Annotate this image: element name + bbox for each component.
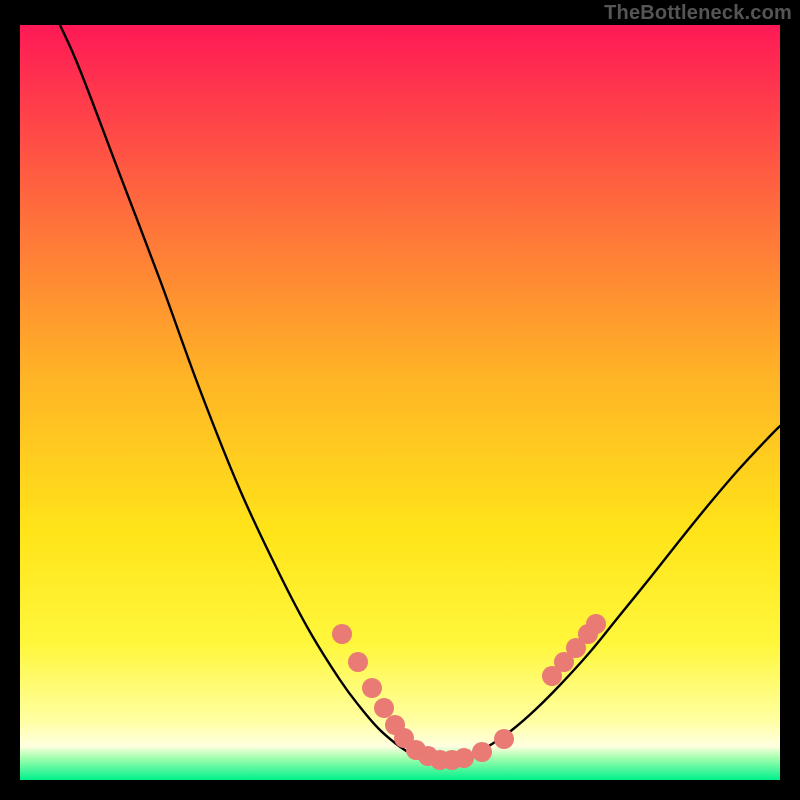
data-marker [374, 698, 394, 718]
data-marker [348, 652, 368, 672]
chart-frame: TheBottleneck.com [0, 0, 800, 800]
attribution-text: TheBottleneck.com [604, 2, 792, 25]
data-marker [332, 624, 352, 644]
data-marker [494, 729, 514, 749]
data-marker [472, 742, 492, 762]
plot-area [20, 25, 780, 780]
data-marker [362, 678, 382, 698]
curve-layer [20, 25, 780, 780]
data-marker [586, 614, 606, 634]
bottleneck-curve [60, 25, 780, 760]
data-marker [454, 748, 474, 768]
